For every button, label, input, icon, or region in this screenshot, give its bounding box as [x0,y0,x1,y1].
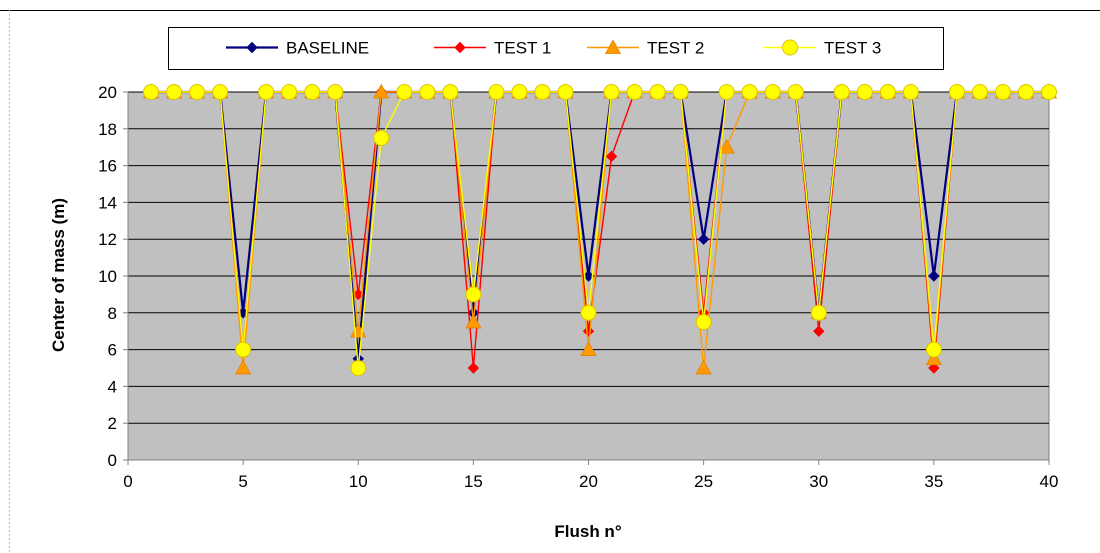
legend-label-4: TEST 3 [824,39,881,58]
series-4-point-21 [603,84,620,100]
legend-label-3: TEST 2 [647,39,704,58]
x-axis-label: Flush n° [554,522,621,541]
legend-entry-3: TEST 2 [587,39,704,58]
series-4-point-32 [856,84,873,100]
x-tick-label-40: 40 [1040,472,1059,491]
x-tick-label-25: 25 [694,472,713,491]
series-4-point-12 [396,84,413,100]
series-3-point-11 [373,83,390,99]
series-4-point-34 [902,84,919,100]
series-4-point-8 [304,84,321,100]
series-2-point-30 [813,325,825,337]
series-4-point-18 [534,84,551,100]
legend-box [168,27,944,70]
series-4-point-39 [1017,84,1034,100]
y-tick-label-4: 4 [108,377,117,396]
axes: 0 2 4 6 8 10 12 14 16 18 20 0 5 10 15 20 25 30 35 40 [98,83,1058,491]
series-3-point-25 [695,359,712,375]
y-tick-label-8: 8 [108,304,117,323]
x-tick-label-10: 10 [349,472,368,491]
series-4-point-29 [787,84,804,100]
series-4-point-24 [672,84,689,100]
series-4-point-6 [258,84,275,100]
legend-entry-2: TEST 1 [434,39,551,58]
series-4-point-2 [166,84,183,100]
y-tick-label-18: 18 [98,120,117,139]
series-4-point-4 [212,84,229,100]
series-4-point-23 [649,84,666,100]
series-2-point-35 [928,362,940,374]
series-4-point-30 [810,304,827,321]
y-tick-label-12: 12 [98,230,117,249]
legend-swatch-marker-2 [454,41,466,54]
series-4-point-33 [879,84,896,100]
series-3-point-5 [235,359,252,375]
legend-entry-4: TEST 3 [764,39,881,58]
series-4-point-37 [971,84,988,100]
series-1-point-25 [697,233,710,245]
legend-swatch-marker-3 [604,39,622,54]
y-tick-label-2: 2 [108,414,117,433]
series-4-point-25 [695,314,712,330]
series-4-point-1 [143,84,160,100]
y-tick-label-16: 16 [98,157,117,176]
series-4-point-17 [511,84,528,100]
legend-swatch-marker-1 [246,41,258,54]
series-4-point-14 [442,84,459,100]
legend-entry-1: BASELINE [226,39,369,58]
series-4-point-20 [580,304,597,321]
y-tick-label-20: 20 [98,83,117,102]
x-tick-label-35: 35 [924,472,943,491]
series-1-point-35 [928,270,940,282]
series-4-point-5 [235,341,252,358]
series-4-point-40 [1041,84,1057,100]
x-tick-label-30: 30 [809,472,828,491]
series-3-point-26 [718,138,735,154]
series-4-point-10 [350,360,367,376]
series-4-point-15 [465,286,482,303]
series-4-point-27 [741,84,758,100]
y-tick-label-6: 6 [108,341,117,360]
series-4-point-16 [488,84,505,100]
legend: BASELINE TEST 1 TEST 2 TEST 3 [168,27,944,70]
series-3-point-35 [925,350,942,366]
series-4-line [151,91,1049,369]
series-2-point-21 [605,150,618,163]
series-4-point-36 [948,84,965,100]
series-4-point-19 [557,84,574,100]
series-4-point-3 [189,84,206,100]
series-4-point-28 [764,84,781,100]
y-tick-label-10: 10 [98,267,117,286]
x-tick-label-0: 0 [123,472,132,491]
legend-swatch-marker-4 [782,39,798,56]
series-4-point-26 [718,84,735,100]
series-4-point-7 [281,84,298,100]
series-2-point-15 [467,362,480,374]
series-3-point-15 [465,313,482,329]
x-tick-label-5: 5 [238,472,247,491]
series-4-point-22 [626,84,643,100]
series-4 [143,84,1057,376]
series-4-point-9 [327,84,344,100]
series-4-point-31 [833,84,850,100]
series-layer [142,83,1058,376]
y-tick-label-0: 0 [108,451,117,470]
legend-label-2: TEST 1 [494,39,551,58]
x-tick-label-15: 15 [464,472,483,491]
series-4-point-11 [373,130,390,146]
legend-label-1: BASELINE [286,39,369,58]
series-4-point-38 [994,84,1011,100]
series-4-point-13 [419,84,436,100]
series-3-point-20 [580,341,597,356]
x-tick-label-20: 20 [579,472,598,491]
y-tick-label-14: 14 [98,193,117,212]
y-axis-label: Center of mass (m) [49,198,68,352]
series-4-point-35 [925,341,942,358]
